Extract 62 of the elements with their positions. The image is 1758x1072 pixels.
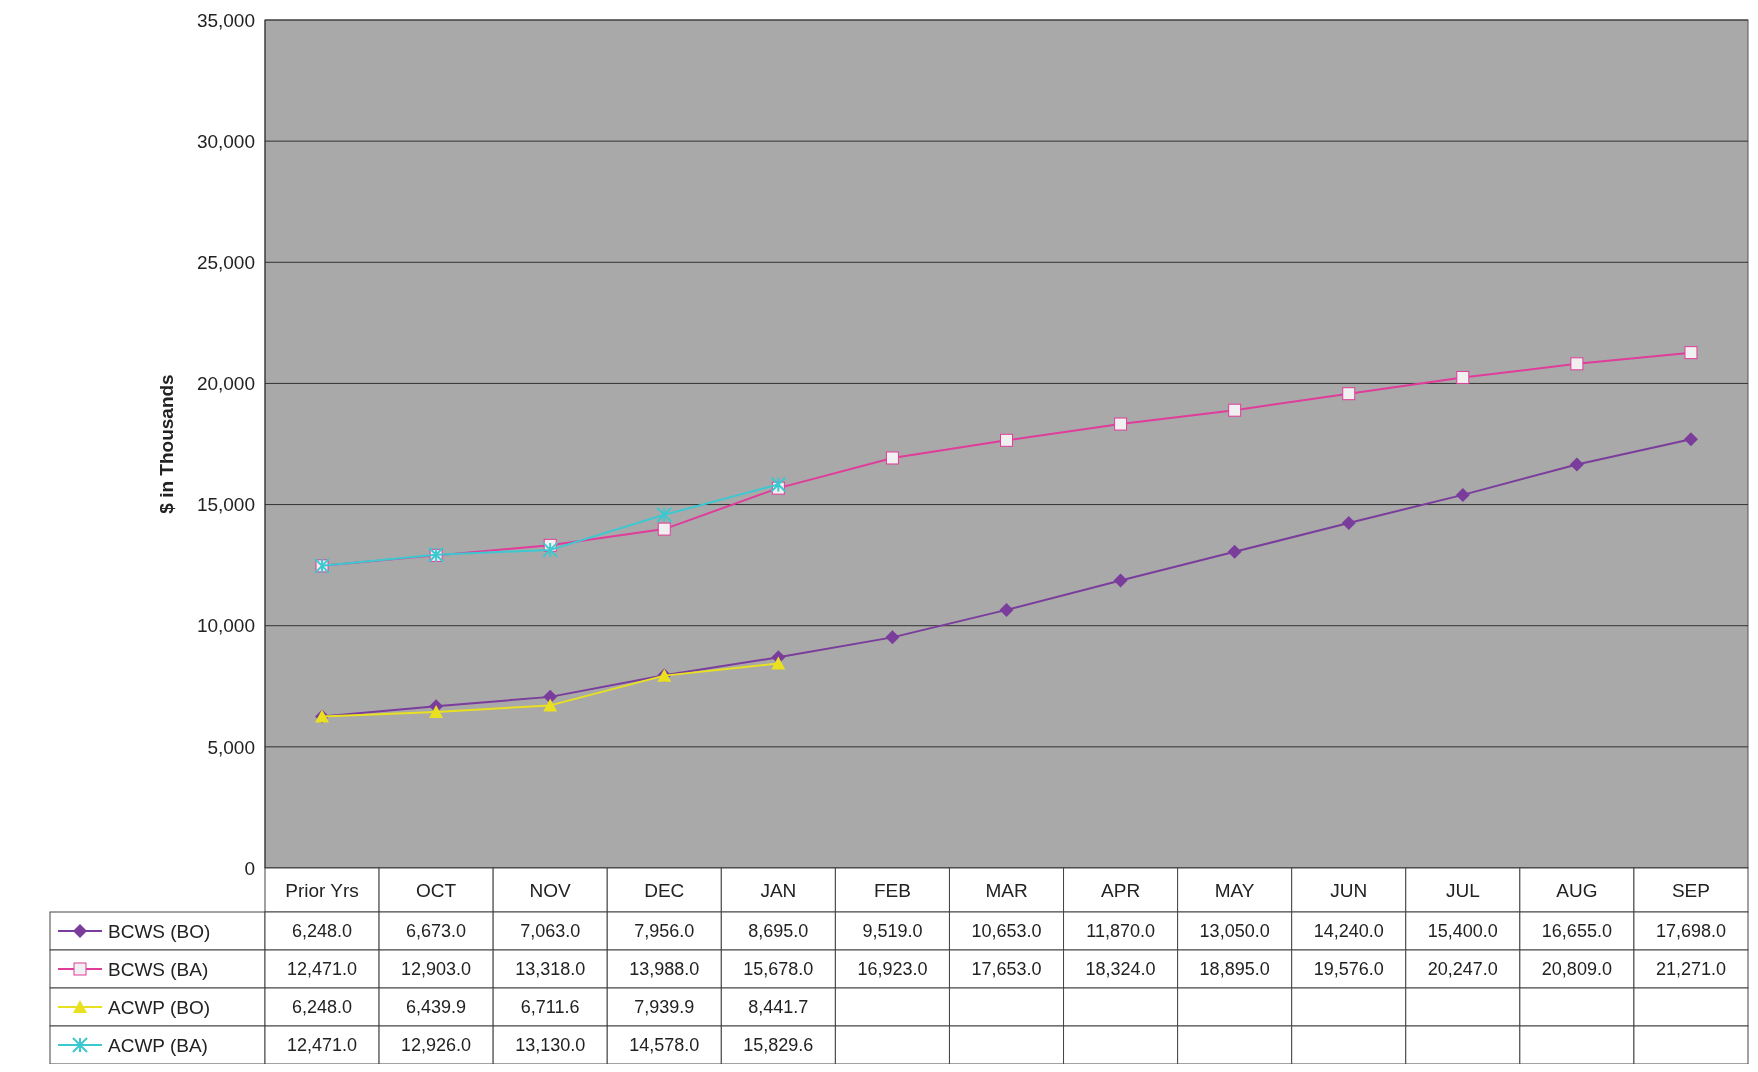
x-tick-label: MAR bbox=[985, 879, 1028, 901]
data-label: 14,578.0 bbox=[629, 1035, 700, 1056]
legend-label: BCWS (BA) bbox=[108, 958, 209, 980]
x-tick-label: JUN bbox=[1330, 879, 1368, 901]
y-tick-label: 25,000 bbox=[196, 251, 255, 273]
x-tick-label: SEP bbox=[1671, 879, 1710, 901]
data-label: 7,063.0 bbox=[520, 921, 581, 942]
x-tick-label: MAY bbox=[1214, 879, 1255, 901]
data-label: 13,318.0 bbox=[515, 959, 586, 980]
data-label: 15,829.6 bbox=[743, 1035, 814, 1056]
data-label: 15,678.0 bbox=[743, 959, 814, 980]
y-tick-label: 10,000 bbox=[196, 615, 255, 637]
data-label: 12,903.0 bbox=[401, 959, 472, 980]
y-tick-label: 35,000 bbox=[196, 9, 255, 31]
data-label: 21,271.0 bbox=[1655, 959, 1726, 980]
data-label: 12,471.0 bbox=[287, 959, 358, 980]
data-label: 17,698.0 bbox=[1655, 921, 1726, 942]
data-label: 14,240.0 bbox=[1313, 921, 1384, 942]
x-tick-label: APR bbox=[1101, 879, 1141, 901]
data-label: 13,988.0 bbox=[629, 959, 700, 980]
data-label: 13,130.0 bbox=[515, 1035, 586, 1056]
data-label: 20,809.0 bbox=[1541, 959, 1612, 980]
data-label: 16,923.0 bbox=[857, 959, 928, 980]
data-label: 15,400.0 bbox=[1427, 921, 1498, 942]
data-label: 9,519.0 bbox=[862, 921, 923, 942]
data-label: 6,673.0 bbox=[406, 921, 467, 942]
data-label: 19,576.0 bbox=[1313, 959, 1384, 980]
x-tick-label: NOV bbox=[529, 879, 572, 901]
data-label: 6,711.6 bbox=[520, 997, 580, 1018]
data-label: 10,653.0 bbox=[971, 921, 1042, 942]
x-tick-label: Prior Yrs bbox=[285, 879, 359, 901]
y-axis-title: $ in Thousands bbox=[156, 374, 177, 514]
data-label: 16,655.0 bbox=[1541, 921, 1612, 942]
data-label: 13,050.0 bbox=[1199, 921, 1270, 942]
data-label: 6,248.0 bbox=[292, 997, 353, 1018]
x-tick-label: JAN bbox=[760, 879, 797, 901]
y-tick-label: 5,000 bbox=[207, 736, 255, 758]
data-label: 7,956.0 bbox=[634, 921, 695, 942]
x-tick-label: JUL bbox=[1445, 879, 1480, 901]
data-label: 20,247.0 bbox=[1427, 959, 1498, 980]
data-label: 12,471.0 bbox=[287, 1035, 358, 1056]
data-label: 11,870.0 bbox=[1086, 921, 1155, 942]
x-tick-label: AUG bbox=[1556, 879, 1598, 901]
y-tick-label: 30,000 bbox=[196, 130, 255, 152]
data-label: 12,926.0 bbox=[401, 1035, 472, 1056]
data-label: 7,939.9 bbox=[634, 997, 695, 1018]
data-label: 18,324.0 bbox=[1085, 959, 1156, 980]
legend-label: ACWP (BO) bbox=[108, 996, 211, 1018]
data-label: 6,439.9 bbox=[406, 997, 467, 1018]
y-tick-label: 15,000 bbox=[196, 494, 255, 516]
legend-label: BCWS (BO) bbox=[108, 920, 211, 942]
x-tick-label: OCT bbox=[416, 879, 457, 901]
data-label: 8,441.7 bbox=[748, 997, 809, 1018]
data-label: 17,653.0 bbox=[971, 959, 1042, 980]
y-tick-label: 20,000 bbox=[196, 373, 255, 395]
legend-label: ACWP (BA) bbox=[108, 1034, 208, 1056]
data-label: 8,695.0 bbox=[748, 921, 809, 942]
data-label: 18,895.0 bbox=[1199, 959, 1270, 980]
x-tick-label: FEB bbox=[873, 879, 911, 901]
data-label: 6,248.0 bbox=[292, 921, 353, 942]
x-tick-label: DEC bbox=[644, 879, 685, 901]
y-tick-label: 0 bbox=[244, 857, 255, 879]
